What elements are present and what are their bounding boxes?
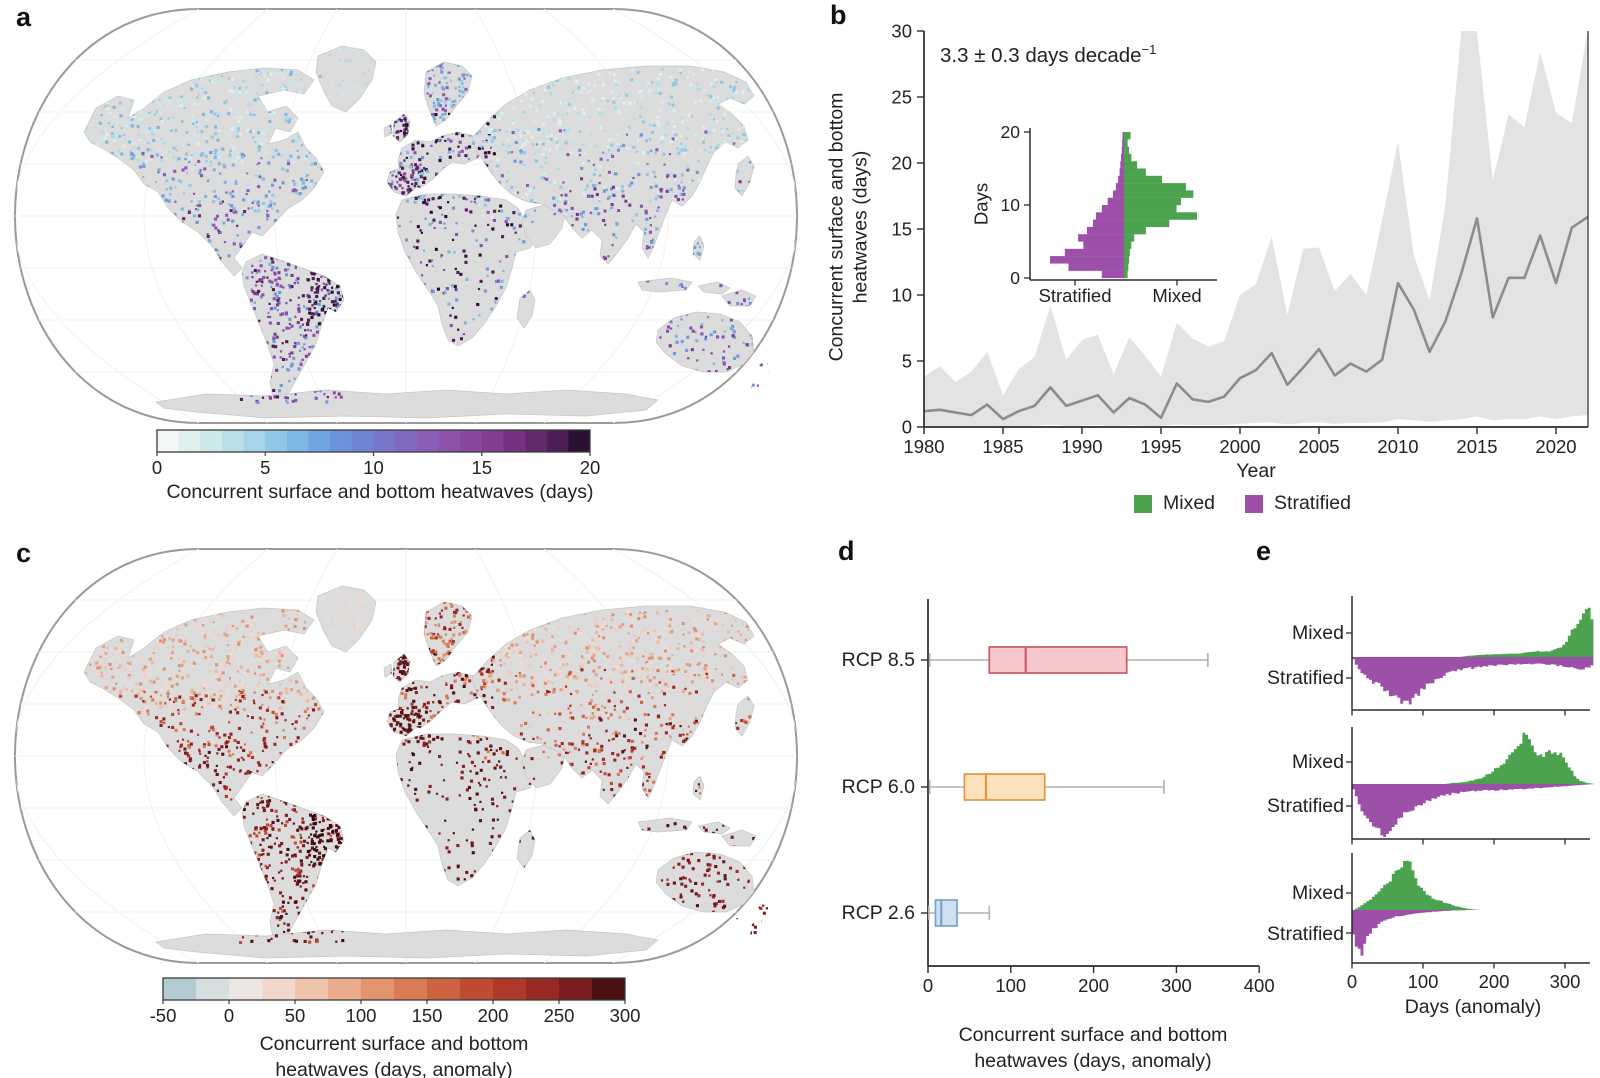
colorbar-c-label-line1: Concurrent surface and bottom bbox=[259, 1033, 529, 1055]
colorbar-c: -50 0 50 100 150 200 250 300 bbox=[150, 977, 640, 1026]
b-x-axis-label: Year bbox=[1236, 460, 1276, 482]
world-map-A bbox=[13, 8, 799, 424]
inset-y-axis-label: Days bbox=[970, 182, 992, 226]
e-x-axis-label: Days (anomaly) bbox=[1404, 996, 1542, 1018]
b-y-axis-label-line1: Concurrent surface and bottom bbox=[825, 92, 848, 362]
panel-e-dist-rcp60 bbox=[1346, 727, 1594, 845]
trend-annotation-base: 3.3 ± 0.3 days decade bbox=[940, 43, 1142, 67]
panel-e-dist-rcp26: 0 100 200 300 bbox=[1346, 853, 1594, 992]
e-row1-stratified-label: Stratified bbox=[1267, 667, 1344, 689]
mixed-swatch-icon bbox=[1134, 494, 1152, 513]
panel-letter-d: d bbox=[838, 536, 855, 566]
panel-letter-b: b bbox=[830, 0, 847, 30]
mixed-distribution bbox=[1352, 732, 1594, 784]
stratified-distribution bbox=[1352, 910, 1594, 956]
legend-mixed-label: Mixed bbox=[1163, 492, 1216, 514]
d-row-label-rcp85: RCP 8.5 bbox=[841, 649, 915, 671]
b-legend: Mixed Stratified bbox=[1134, 492, 1351, 515]
landmasses bbox=[83, 585, 771, 959]
panel-letter-c: c bbox=[16, 538, 32, 568]
trend-annotation-sup: −1 bbox=[1141, 42, 1157, 57]
legend-stratified-label: Stratified bbox=[1274, 492, 1351, 514]
d-row-label-rcp26: RCP 2.6 bbox=[841, 902, 915, 924]
stratified-distribution bbox=[1352, 784, 1594, 837]
world-map-C bbox=[13, 548, 799, 964]
panel-e-dist-rcp85 bbox=[1346, 596, 1594, 716]
mean-heatwave-line bbox=[924, 215, 1588, 421]
e-row3-mixed-label: Mixed bbox=[1291, 882, 1344, 904]
b-y-axis-label: Concurrent surface and bottom heatwaves … bbox=[825, 93, 874, 362]
d-x-axis-label: Concurrent surface and bottom heatwaves … bbox=[873, 1022, 1313, 1075]
boxplot-rcp60 bbox=[928, 773, 1165, 801]
d-row-label-rcp60: RCP 6.0 bbox=[841, 776, 915, 798]
d-x-axis-label-line1: Concurrent surface and bottom bbox=[958, 1024, 1228, 1046]
stratified-swatch-icon bbox=[1245, 494, 1264, 513]
e-row2-mixed-label: Mixed bbox=[1291, 751, 1344, 773]
boxplot-rcp26 bbox=[928, 899, 991, 927]
inset-category-stratified: Stratified bbox=[1038, 285, 1112, 306]
uncertainty-band bbox=[924, 31, 1588, 427]
e-row3-stratified-label: Stratified bbox=[1267, 923, 1344, 945]
mixed-distribution bbox=[1352, 860, 1594, 910]
inset-category-mixed: Mixed bbox=[1152, 285, 1202, 306]
boxplot-rcp85 bbox=[928, 646, 1209, 674]
e-row2-stratified-label: Stratified bbox=[1267, 795, 1344, 817]
mixed-distribution bbox=[1352, 607, 1594, 657]
legend-item-stratified: Stratified bbox=[1245, 492, 1351, 515]
colorbar-c-label: Concurrent surface and bottom heatwaves … bbox=[134, 1031, 654, 1078]
trend-annotation: 3.3 ± 0.3 days decade−1 bbox=[940, 42, 1156, 68]
panel-d-boxplots: 0 100 200 300 400 bbox=[921, 599, 1275, 996]
e-row1-mixed-label: Mixed bbox=[1291, 622, 1344, 644]
stratified-distribution bbox=[1352, 657, 1594, 705]
colorbar-a: 0 5 10 15 20 bbox=[152, 429, 600, 478]
colorbar-c-label-line2: heatwaves (days, anomaly) bbox=[275, 1059, 513, 1078]
colorbar-a-label: Concurrent surface and bottom heatwaves … bbox=[166, 481, 594, 503]
panel-letter-e: e bbox=[1256, 536, 1272, 566]
panel-letter-a: a bbox=[16, 2, 32, 32]
d-x-axis-label-line2: heatwaves (days, anomaly) bbox=[974, 1050, 1212, 1073]
legend-item-mixed: Mixed bbox=[1134, 492, 1215, 515]
b-y-axis-label-line2: heatwaves (days) bbox=[850, 150, 872, 304]
